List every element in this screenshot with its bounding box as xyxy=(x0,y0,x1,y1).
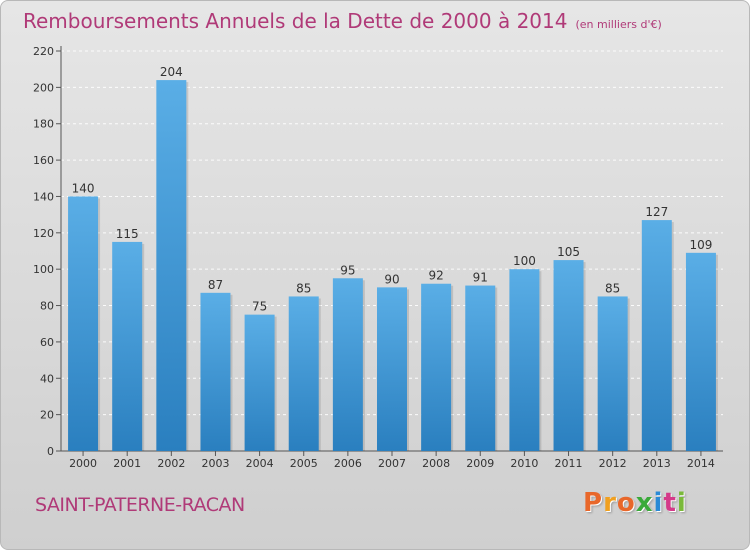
x-tick-label: 2007 xyxy=(378,457,406,470)
proxiti-logo[interactable]: Proxiti xyxy=(583,488,687,518)
chart-title: Remboursements Annuels de la Dette de 20… xyxy=(23,9,662,33)
bar xyxy=(200,292,231,451)
x-tick-label: 2000 xyxy=(69,457,97,470)
bar xyxy=(332,278,363,451)
bar xyxy=(288,296,319,451)
bar xyxy=(68,196,99,451)
y-tick-label: 200 xyxy=(33,81,54,94)
data-label: 204 xyxy=(160,65,183,79)
bar xyxy=(244,314,275,451)
x-tick-label: 2014 xyxy=(687,457,715,470)
data-label: 75 xyxy=(252,300,267,314)
bar xyxy=(112,241,143,451)
x-tick-label: 2004 xyxy=(246,457,274,470)
data-label: 95 xyxy=(340,263,355,277)
bar xyxy=(641,220,672,451)
y-tick-label: 40 xyxy=(40,372,54,385)
data-label: 90 xyxy=(384,272,399,286)
y-tick-label: 180 xyxy=(33,118,54,131)
y-tick-label: 120 xyxy=(33,227,54,240)
y-tick-label: 20 xyxy=(40,409,54,422)
bar xyxy=(377,287,407,451)
data-label: 87 xyxy=(208,278,223,292)
y-tick-label: 220 xyxy=(33,45,54,58)
data-label: 105 xyxy=(557,245,580,259)
bar xyxy=(685,252,716,451)
bar xyxy=(509,269,540,451)
commune-name: SAINT-PATERNE-RACAN xyxy=(35,494,245,516)
x-tick-label: 2002 xyxy=(157,457,185,470)
data-label: 92 xyxy=(428,269,443,283)
bar xyxy=(156,80,187,451)
data-label: 85 xyxy=(296,281,311,295)
data-label: 85 xyxy=(605,281,620,295)
x-tick-label: 2009 xyxy=(466,457,494,470)
bar xyxy=(465,285,496,451)
x-tick-label: 2006 xyxy=(334,457,362,470)
x-tick-label: 2003 xyxy=(201,457,229,470)
data-label: 91 xyxy=(473,271,488,285)
logo-letter: o xyxy=(616,488,636,518)
title-text: Remboursements Annuels de la Dette de 20… xyxy=(23,9,568,33)
data-label: 109 xyxy=(689,238,712,252)
logo-letter: i xyxy=(676,488,687,518)
logo-letter: x xyxy=(635,488,654,518)
x-tick-label: 2012 xyxy=(599,457,627,470)
title-unit: (en milliers d'€) xyxy=(575,18,662,31)
x-tick-label: 2001 xyxy=(113,457,141,470)
y-tick-label: 140 xyxy=(33,190,54,203)
data-label: 140 xyxy=(72,181,95,195)
bar xyxy=(421,283,452,451)
y-tick-label: 80 xyxy=(40,300,54,313)
logo-letter: P xyxy=(583,488,604,518)
x-tick-label: 2005 xyxy=(290,457,318,470)
bar xyxy=(553,260,584,451)
data-label: 127 xyxy=(645,205,668,219)
logo-letter: t xyxy=(663,488,677,518)
bar xyxy=(597,296,628,451)
y-tick-label: 100 xyxy=(33,263,54,276)
data-label: 100 xyxy=(513,254,536,268)
logo-letter: r xyxy=(603,488,617,518)
x-tick-label: 2011 xyxy=(555,457,583,470)
x-tick-label: 2008 xyxy=(422,457,450,470)
y-tick-label: 0 xyxy=(47,445,54,458)
logo-letter: i xyxy=(653,488,664,518)
y-tick-label: 60 xyxy=(40,336,54,349)
y-tick-label: 160 xyxy=(33,154,54,167)
x-tick-label: 2013 xyxy=(643,457,671,470)
data-label: 115 xyxy=(116,227,139,241)
x-tick-label: 2010 xyxy=(510,457,538,470)
